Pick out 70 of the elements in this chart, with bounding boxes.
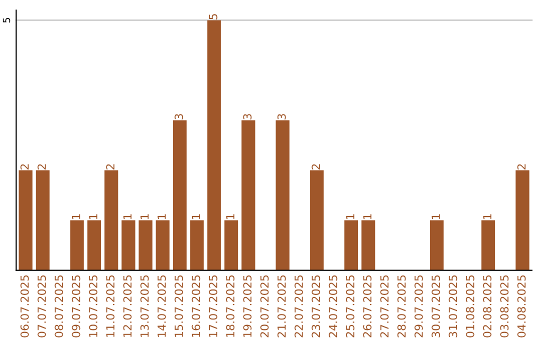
data-label: 1 <box>72 214 80 220</box>
bar <box>242 120 256 270</box>
bar <box>18 170 32 270</box>
data-label: 1 <box>226 214 234 220</box>
bar <box>172 120 187 270</box>
bar <box>36 170 50 270</box>
x-tick-label: 01.08.2025 <box>466 275 474 338</box>
x-tick-label: 19.07.2025 <box>243 275 252 337</box>
data-label: 3 <box>243 114 252 120</box>
data-label: 1 <box>363 214 372 220</box>
x-tick-label: 28.07.2025 <box>397 275 406 338</box>
x-tick-label: 09.07.2025 <box>72 275 80 338</box>
data-label: 2 <box>517 164 526 170</box>
data-label: 2 <box>38 164 46 170</box>
x-tick-label: 18.07.2025 <box>226 275 234 337</box>
bar <box>190 220 204 270</box>
data-label: 2 <box>20 164 29 170</box>
bar <box>224 220 238 270</box>
data-label: 1 <box>158 214 166 220</box>
bar <box>207 20 221 270</box>
x-tick-label: 23.07.2025 <box>312 275 320 338</box>
x-tick-label: 20.07.2025 <box>260 275 269 338</box>
x-tick-label: 04.08.2025 <box>517 275 526 338</box>
x-tick-label: 06.07.2025 <box>20 275 29 338</box>
data-label: 1 <box>432 214 440 220</box>
x-tick-label: 02.08.2025 <box>483 275 492 338</box>
data-label: 1 <box>483 214 492 220</box>
data-label: 3 <box>277 114 286 120</box>
data-label: 3 <box>174 114 184 120</box>
bar <box>430 220 444 270</box>
x-tick-label: 29.07.2025 <box>414 275 423 338</box>
x-tick-label: 30.07.2025 <box>432 275 440 338</box>
x-tick-label: 31.07.2025 <box>448 275 458 338</box>
x-tick-label: 15.07.2025 <box>174 275 184 337</box>
bar <box>104 170 118 270</box>
bar <box>138 220 152 270</box>
x-tick-label: 10.07.2025 <box>88 275 98 337</box>
data-label: 5 <box>209 14 218 20</box>
x-tick-label: 11.07.2025 <box>106 275 115 337</box>
data-label: 2 <box>312 164 320 170</box>
x-tick-label: 14.07.2025 <box>158 275 166 337</box>
data-label: 1 <box>192 214 200 220</box>
x-tick-label: 17.07.2025 <box>208 275 218 337</box>
data-label: 1 <box>123 214 132 220</box>
bar <box>122 220 136 270</box>
x-tick-label: 08.07.2025 <box>54 275 64 338</box>
x-tick-label: 21.07.2025 <box>277 275 286 338</box>
data-label: 1 <box>140 214 149 220</box>
x-tick-label: 03.08.2025 <box>500 275 509 338</box>
x-tick-label: 25.07.2025 <box>346 275 354 338</box>
bar <box>87 220 102 270</box>
bar <box>481 220 496 270</box>
x-tick-label: 16.07.2025 <box>192 275 200 337</box>
data-label: 1 <box>346 214 354 220</box>
x-tick-label: 27.07.2025 <box>380 275 389 338</box>
bar <box>276 120 290 270</box>
data-label: 1 <box>89 214 98 220</box>
bar <box>310 170 324 270</box>
bar <box>516 170 530 270</box>
x-tick-label: 07.07.2025 <box>38 275 46 338</box>
bar <box>70 220 84 270</box>
x-tick-label: 22.07.2025 <box>294 275 303 338</box>
x-tick-label: 12.07.2025 <box>123 275 132 337</box>
x-tick-label: 26.07.2025 <box>363 275 372 338</box>
data-label: 2 <box>106 164 114 170</box>
x-tick-label: 13.07.2025 <box>140 275 149 337</box>
bar <box>361 220 376 270</box>
x-tick-label: 24.07.2025 <box>328 275 338 338</box>
bar <box>344 220 358 270</box>
bar <box>156 220 170 270</box>
